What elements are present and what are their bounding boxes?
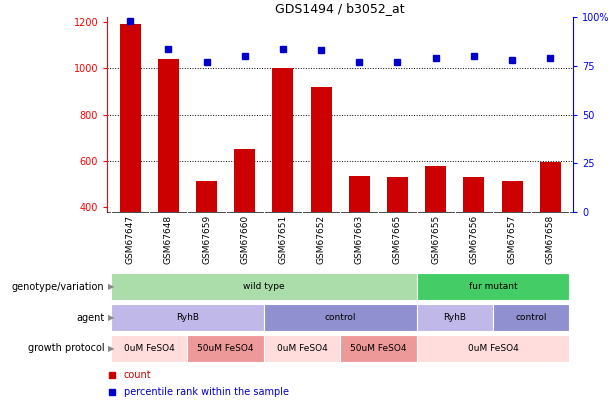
Text: wild type: wild type (243, 282, 284, 291)
Bar (493, 304, 569, 331)
Text: genotype/variation: genotype/variation (12, 282, 104, 292)
Bar (349, 176, 370, 300)
Bar (340, 335, 417, 362)
Text: count: count (124, 370, 151, 380)
Text: agent: agent (76, 313, 104, 322)
Text: GSM67651: GSM67651 (278, 215, 287, 264)
Text: GSM67648: GSM67648 (164, 215, 173, 264)
Bar (264, 335, 340, 362)
Text: GSM67656: GSM67656 (470, 215, 478, 264)
Text: GSM67663: GSM67663 (355, 215, 364, 264)
Bar (111, 304, 264, 331)
Text: 50uM FeSO4: 50uM FeSO4 (197, 344, 254, 353)
Bar (111, 273, 417, 300)
Bar (417, 304, 493, 331)
Text: RyhB: RyhB (176, 313, 199, 322)
Bar (387, 177, 408, 300)
Text: RyhB: RyhB (443, 313, 466, 322)
Bar (417, 273, 569, 300)
Bar (417, 335, 569, 362)
Text: GSM67659: GSM67659 (202, 215, 211, 264)
Bar (539, 162, 561, 300)
Bar (425, 166, 446, 300)
Text: ▶: ▶ (108, 313, 115, 322)
Bar (234, 149, 255, 300)
Text: fur mutant: fur mutant (469, 282, 517, 291)
Bar (120, 24, 141, 300)
Bar (311, 87, 332, 300)
Bar (272, 68, 294, 300)
Text: control: control (516, 313, 547, 322)
Bar (196, 181, 217, 300)
Text: percentile rank within the sample: percentile rank within the sample (124, 387, 289, 397)
Text: ▶: ▶ (108, 344, 115, 353)
Text: ▶: ▶ (108, 282, 115, 291)
Bar (463, 177, 484, 300)
Text: control: control (324, 313, 356, 322)
Title: GDS1494 / b3052_at: GDS1494 / b3052_at (275, 2, 405, 15)
Bar (264, 304, 417, 331)
Text: GSM67660: GSM67660 (240, 215, 249, 264)
Text: GSM67655: GSM67655 (431, 215, 440, 264)
Text: 50uM FeSO4: 50uM FeSO4 (350, 344, 406, 353)
Text: GSM67658: GSM67658 (546, 215, 555, 264)
Text: growth protocol: growth protocol (28, 343, 104, 353)
Text: GSM67647: GSM67647 (126, 215, 135, 264)
Text: 0uM FeSO4: 0uM FeSO4 (468, 344, 519, 353)
Bar (501, 181, 522, 300)
Text: 0uM FeSO4: 0uM FeSO4 (276, 344, 327, 353)
Bar (188, 335, 264, 362)
Text: GSM67657: GSM67657 (508, 215, 517, 264)
Bar (158, 59, 179, 300)
Text: GSM67665: GSM67665 (393, 215, 402, 264)
Bar (111, 335, 188, 362)
Text: GSM67652: GSM67652 (317, 215, 326, 264)
Text: 0uM FeSO4: 0uM FeSO4 (124, 344, 175, 353)
